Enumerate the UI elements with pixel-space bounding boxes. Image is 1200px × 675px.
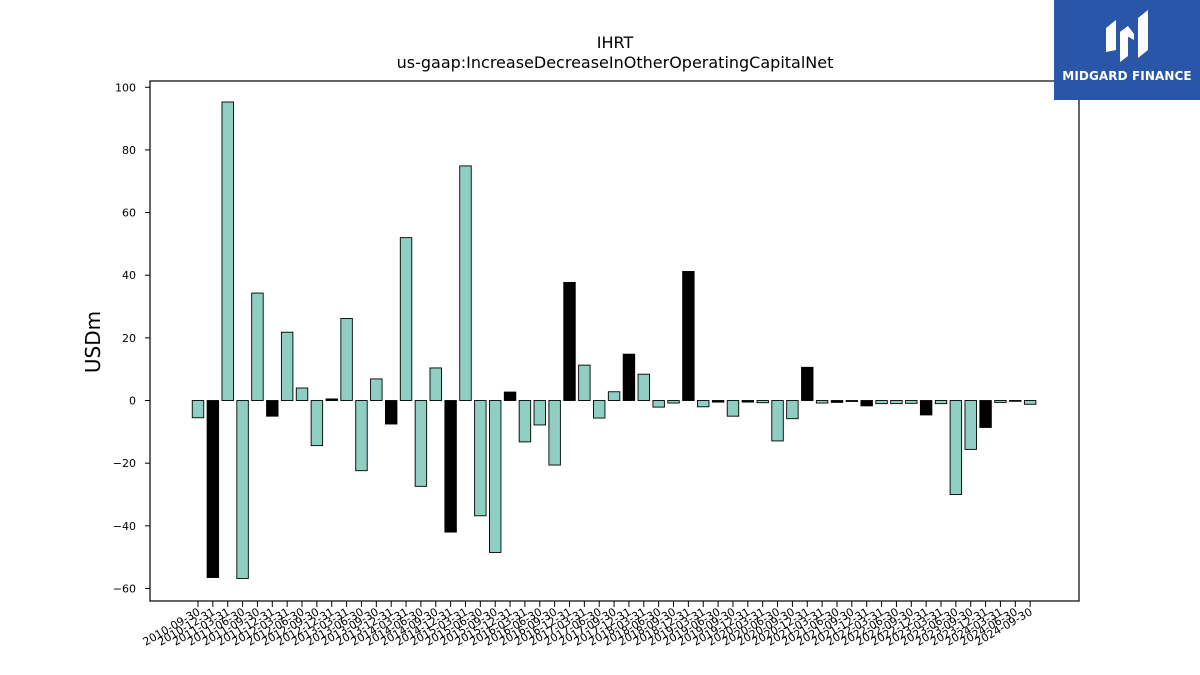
bar-2024-09-30 [1023, 400, 1037, 405]
chart-title: IHRT [597, 33, 634, 52]
bar-2012-06-30 [295, 387, 309, 401]
bar-2016-12-31 [563, 281, 576, 401]
bar-2018-03-31 [637, 373, 650, 401]
bars [191, 101, 1037, 579]
plot-frame [149, 80, 1080, 602]
bar-2012-09-30 [310, 400, 324, 447]
bar-2014-06-30 [414, 400, 428, 487]
bar-2019-03-31 [697, 400, 710, 408]
bar-2010-12-31 [206, 400, 220, 578]
bar-2023-06-30 [949, 400, 963, 495]
bar-2024-03-31 [994, 400, 1007, 403]
brand-logo: MIDGARD FINANCE [1054, 0, 1200, 100]
y-tick-label: 60 [122, 207, 136, 220]
bar-2012-12-31 [325, 398, 338, 401]
bar-2020-12-31 [801, 366, 814, 401]
bar-2021-09-30 [845, 400, 859, 402]
bar-2014-09-30 [429, 367, 442, 401]
bar-2016-09-30 [548, 400, 561, 466]
bar-2017-06-30 [593, 400, 606, 419]
bar-2023-03-31 [934, 400, 948, 405]
bar-2010-09-30 [191, 400, 205, 419]
bar-2012-03-31 [280, 331, 294, 401]
bar-2014-12-31 [444, 400, 457, 533]
bar-2022-03-31 [875, 400, 888, 405]
bar-2015-06-30 [474, 400, 487, 517]
bar-2017-03-31 [578, 364, 591, 401]
bar-2019-09-30 [726, 400, 740, 417]
bar-2021-03-31 [815, 400, 829, 404]
bar-2013-06-30 [355, 400, 368, 472]
bar-2016-06-30 [533, 400, 546, 426]
y-tick-label: 0 [129, 395, 136, 408]
bar-2015-03-31 [459, 165, 472, 401]
y-axis-label: USDm [81, 311, 105, 373]
bar-2020-09-30 [786, 400, 799, 420]
mf-monogram-icon [1106, 10, 1148, 62]
bar-2019-06-30 [711, 400, 725, 403]
bar-2023-12-31 [979, 400, 992, 428]
bar-2011-12-31 [266, 400, 279, 417]
bar-2018-09-30 [667, 400, 680, 404]
bar-2020-06-30 [771, 400, 784, 442]
bar-2015-09-30 [489, 400, 502, 553]
bar-2017-12-31 [622, 353, 636, 401]
bar-2019-12-31 [741, 400, 755, 403]
bar-2011-09-30 [251, 292, 264, 401]
x-axis: 2010-09-302010-12-312011-03-312011-06-30… [141, 601, 1035, 649]
y-tick-label: 20 [122, 332, 136, 345]
y-tick-label: −40 [113, 520, 136, 533]
bar-2021-06-30 [830, 400, 844, 403]
bar-2015-12-31 [503, 391, 517, 401]
bar-2011-06-30 [236, 400, 249, 579]
bar-2013-12-31 [384, 400, 398, 425]
y-tick-label: −60 [113, 582, 136, 595]
bar-2013-09-30 [370, 378, 383, 401]
bar-2022-12-31 [919, 400, 933, 416]
bar-2011-03-31 [221, 101, 234, 401]
bar-2017-09-30 [607, 391, 621, 401]
bar-2014-03-31 [399, 237, 413, 401]
bar-2024-06-30 [1009, 400, 1022, 402]
bar-2022-09-30 [905, 400, 918, 404]
bar-2023-09-30 [964, 400, 977, 450]
bar-2018-12-31 [682, 271, 695, 401]
y-tick-label: −20 [113, 457, 136, 470]
y-tick-label: 100 [115, 81, 136, 94]
chart-subtitle: us-gaap:IncreaseDecreaseInOtherOperating… [397, 53, 834, 72]
bar-2020-03-31 [756, 400, 769, 404]
logo-text: MIDGARD FINANCE [1062, 69, 1192, 83]
bar-2016-03-31 [518, 400, 532, 443]
bar-2018-06-30 [652, 400, 665, 408]
bar-2022-06-30 [890, 400, 903, 405]
y-tick-label: 40 [122, 269, 136, 282]
y-axis: −60 −40 −20 0 20 40 60 80 100 [113, 81, 150, 595]
bar-2021-12-31 [860, 400, 873, 407]
bar-2013-03-31 [340, 318, 353, 401]
y-tick-label: 80 [122, 144, 136, 157]
